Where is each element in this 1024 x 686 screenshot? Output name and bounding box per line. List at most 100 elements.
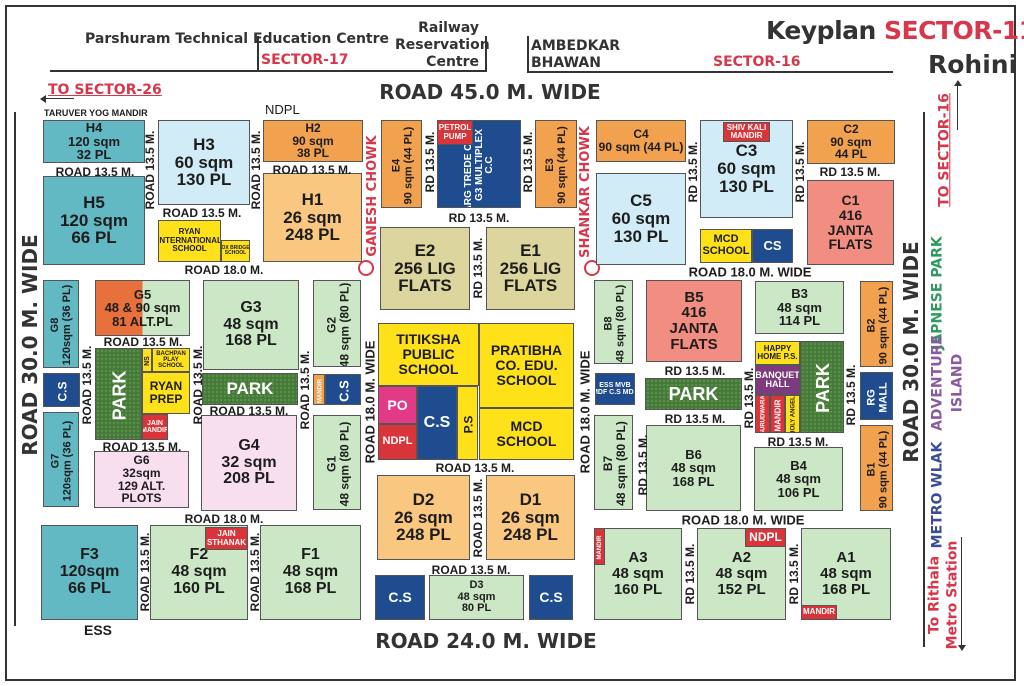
plot-f3[interactable]: F3 120sqm 66 PL <box>41 525 138 620</box>
plot-g5[interactable]: G5 48 & 90 sqm 81 ALT.PL <box>95 280 190 336</box>
plot-label-line: D3 <box>469 579 484 592</box>
plot-b4[interactable]: B4 48 sqm 106 PL <box>754 447 843 511</box>
plot-label: G7 120sqm (36 PL) <box>44 413 78 506</box>
plot-label-line: C.S <box>336 379 352 402</box>
plot-g6[interactable]: G6 32sqm 129 ALT. PLOTS <box>94 451 189 508</box>
plot-e2[interactable]: E2 256 LIG FLATS <box>380 227 470 310</box>
plot-holy-angel[interactable]: HOLY ANGEL <box>785 395 800 433</box>
plot-label-line: 48 sqm <box>776 471 821 487</box>
plot-b2[interactable]: B2 90 sqm (44 PL) <box>860 281 893 367</box>
plot-b1[interactable]: B1 90 sqm (44 PL) <box>860 425 893 511</box>
plot-label: G5 48 & 90 sqm 81 ALT.PL <box>96 281 189 335</box>
plot-b5[interactable]: B5 416 JANTA FLATS <box>646 280 742 362</box>
plot-gurudwara[interactable]: GURUDWARA <box>755 395 770 433</box>
plot-label: C4 90 sqm (44 PL) <box>597 121 685 161</box>
plot-ndpl-a2[interactable]: NDPL <box>745 528 786 547</box>
plot-label-line: 66 PL <box>68 579 111 597</box>
plot-b7[interactable]: B7 48 sqm (80 PL) <box>594 415 633 510</box>
plot-label-line: 48 sqm <box>223 315 279 333</box>
plot-label-line: B1 <box>864 461 877 477</box>
plot-label-line: PARK <box>812 363 833 413</box>
plot-a1[interactable]: A1 48 sqm 168 PL <box>801 528 891 620</box>
road-label: RD 13.5 M. <box>664 412 726 426</box>
plot-park-g[interactable]: PARK <box>202 373 298 405</box>
plot-label-line: G3 <box>240 298 262 316</box>
plot-park-b[interactable]: PARK <box>645 378 742 410</box>
plot-rg-mall[interactable]: RG MALL <box>860 372 893 420</box>
plot-g1[interactable]: G1 48 sqm (80 PL) <box>313 415 361 510</box>
plot-label: HOLY ANGEL <box>786 396 799 432</box>
plot-label-line: 256 LIG <box>394 258 456 278</box>
ganesh-chowk-circle-icon[interactable] <box>358 260 374 276</box>
plot-cs-center[interactable]: C.S <box>417 386 457 460</box>
plot-e3[interactable]: E3 90 sqm (44 PL) <box>535 120 577 208</box>
plot-g8[interactable]: G8 120sqm (36 PL) <box>43 280 79 368</box>
plot-c5[interactable]: C5 60 sqm 130 PL <box>596 173 686 265</box>
plot-label-line: 48 sqm (80 PL) <box>337 421 351 506</box>
plot-b3[interactable]: B3 48 sqm 114 PL <box>755 281 844 334</box>
plot-c2[interactable]: C2 90 sqm 44 PL <box>807 120 895 164</box>
plot-cs-c[interactable]: CS <box>752 229 793 263</box>
plot-petrol-pump[interactable]: PETROL PUMP <box>437 120 473 145</box>
plot-a3[interactable]: A3 48 sqm 160 PL <box>594 528 682 620</box>
plot-ns[interactable]: NS <box>142 348 152 372</box>
plot-cs-d[interactable]: C.S <box>529 575 573 620</box>
plot-c1[interactable]: C1 416 JANTA FLATS <box>807 180 894 265</box>
plot-g4[interactable]: G4 32 sqm 208 PL <box>201 415 297 511</box>
plot-b6[interactable]: B6 48 sqm 168 PL <box>646 425 741 511</box>
plot-c3[interactable]: C3 60 sqm 130 PL <box>700 120 793 218</box>
plot-park-g5[interactable]: PARK <box>95 348 142 440</box>
plot-e1[interactable]: E1 256 LIG FLATS <box>486 227 575 310</box>
plot-d3[interactable]: D3 48 sqm 80 PL <box>429 575 524 620</box>
plot-h2[interactable]: H2 90 sqm 38 PL <box>263 120 363 162</box>
plot-cs-g[interactable]: C.S <box>325 374 361 405</box>
plot-label-line: 248 PL <box>503 525 558 545</box>
plot-park-b2[interactable]: PARK <box>800 341 844 433</box>
plot-mcd-school-c[interactable]: MCD SCHOOL <box>700 229 752 263</box>
plot-cs-left[interactable]: C.S <box>43 373 80 407</box>
plot-b8[interactable]: B8 48 sqm (80 PL) <box>594 280 633 364</box>
plot-titiksha[interactable]: TITIKSHA PUBLIC SCHOOL <box>378 323 479 386</box>
plot-ps-center[interactable]: P.S <box>457 386 478 460</box>
plot-label-line: ESS MVB <box>599 381 631 389</box>
plot-pratibha[interactable]: PRATIBHA CO. EDU. SCHOOL <box>479 323 574 408</box>
plot-mandir-g[interactable]: MANDIR <box>313 374 325 405</box>
plot-jain-mandir[interactable]: JAIN MANDIR <box>142 414 168 440</box>
plot-ndpl-center[interactable]: NDPL <box>378 424 417 460</box>
plot-label: PARK <box>96 349 141 439</box>
plot-cs-d3[interactable]: C.S <box>375 575 425 620</box>
plot-g2[interactable]: G2 48 sqm (80 PL) <box>313 280 361 367</box>
plot-mandir-b[interactable]: MANDIR <box>770 395 785 433</box>
plot-h4[interactable]: H4 120 sqm 32 PL <box>43 120 145 163</box>
plot-mandir-a1[interactable]: MANDIR <box>801 605 837 620</box>
plot-d1[interactable]: D1 26 sqm 248 PL <box>486 475 575 560</box>
plot-h3[interactable]: H3 60 sqm 130 PL <box>158 120 250 205</box>
plot-e4[interactable]: E4 90 sqm (44 PL) <box>381 120 422 208</box>
plot-d2[interactable]: D2 26 sqm 248 PL <box>377 475 470 560</box>
plot-shiv-kali[interactable]: SHIV KALI MANDIR <box>723 122 770 142</box>
plot-jain-sthanak[interactable]: JAIN STHANAK <box>205 527 248 550</box>
plot-bachpan[interactable]: BACHPAN PLAY SCHOOL <box>152 348 190 372</box>
plot-h5[interactable]: H5 120 sqm 66 PL <box>43 176 145 265</box>
plot-label-line: 80 PL <box>461 602 492 615</box>
plot-h1[interactable]: H1 26 sqm 248 PL <box>263 173 362 262</box>
plot-g7[interactable]: G7 120sqm (36 PL) <box>43 412 79 507</box>
plot-mandir-a3[interactable]: MANDIR <box>594 528 605 565</box>
plot-ryan-prep[interactable]: RYAN PREP <box>142 372 190 414</box>
plot-banquet[interactable]: BANQUET HALL <box>755 365 800 395</box>
plot-label: G2 48 sqm (80 PL) <box>314 281 360 366</box>
road-label: ROAD 18.0 M. WIDE <box>681 512 805 528</box>
plot-po[interactable]: PO <box>378 386 417 424</box>
plot-g3[interactable]: G3 48 sqm 168 PL <box>203 280 299 370</box>
plot-mvb[interactable]: ESS MVBMDF C.S MDF <box>595 373 635 405</box>
plot-f1[interactable]: F1 48 sqm 168 PL <box>260 525 361 620</box>
plot-label-line: FLATS <box>828 236 873 253</box>
road-label: RD 13.5 M. <box>793 141 807 203</box>
plot-c4[interactable]: C4 90 sqm (44 PL) <box>596 120 686 162</box>
plot-mcd-school-center[interactable]: MCD SCHOOL <box>479 408 574 460</box>
plot-label-line: PLAY <box>163 356 179 363</box>
plot-oxbridge[interactable]: OX BRIDGE SCHOOL <box>221 240 250 262</box>
plot-ryan-intl[interactable]: RYAN INTERNATIONAL SCHOOL <box>158 220 221 262</box>
plot-happy-home[interactable]: HAPPY HOME P.S. <box>755 341 800 365</box>
plot-label: B1 90 sqm (44 PL) <box>861 426 892 510</box>
